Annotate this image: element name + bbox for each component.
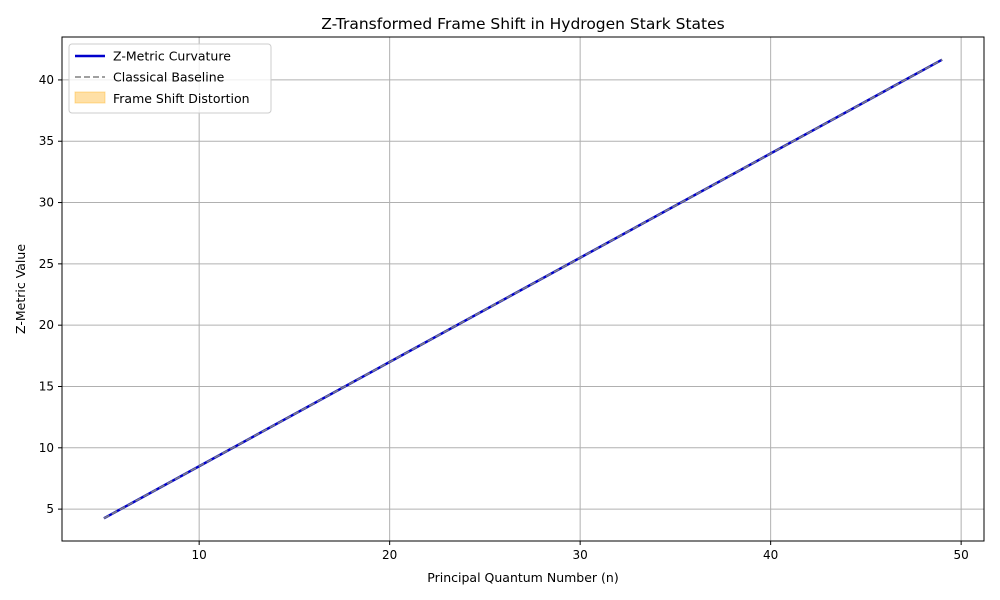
y-tick-label: 15 — [39, 379, 54, 393]
x-axis-ticks: 10 20 30 40 50 — [192, 541, 969, 562]
series-group — [103, 58, 943, 520]
x-tick-label: 10 — [192, 548, 207, 562]
y-tick-label: 40 — [39, 73, 54, 87]
legend-label-distortion: Frame Shift Distortion — [113, 91, 250, 106]
x-tick-label: 20 — [382, 548, 397, 562]
legend-label-classical: Classical Baseline — [113, 70, 225, 85]
legend: Z-Metric Curvature Classical Baseline Fr… — [68, 43, 272, 114]
y-axis-ticks: 5 10 15 20 25 30 35 40 — [39, 73, 62, 516]
grid — [62, 37, 984, 541]
plot-frame — [61, 36, 985, 542]
legend-swatch-distortion — [74, 91, 106, 104]
y-tick-label: 5 — [46, 502, 54, 516]
legend-box — [68, 43, 272, 114]
classical-baseline-line — [103, 58, 943, 520]
y-tick-label: 30 — [39, 196, 54, 210]
legend-label-z-metric: Z-Metric Curvature — [113, 49, 231, 64]
y-tick-label: 10 — [39, 441, 54, 455]
x-axis-label: Principal Quantum Number (n) — [427, 570, 618, 585]
chart-title: Z-Transformed Frame Shift in Hydrogen St… — [321, 15, 724, 33]
y-axis-label: Z-Metric Value — [13, 244, 28, 334]
y-tick-label: 20 — [39, 318, 54, 332]
x-tick-label: 40 — [763, 548, 778, 562]
x-tick-label: 50 — [953, 548, 968, 562]
x-tick-label: 30 — [573, 548, 588, 562]
y-tick-label: 25 — [39, 257, 54, 271]
y-tick-label: 35 — [39, 134, 54, 148]
